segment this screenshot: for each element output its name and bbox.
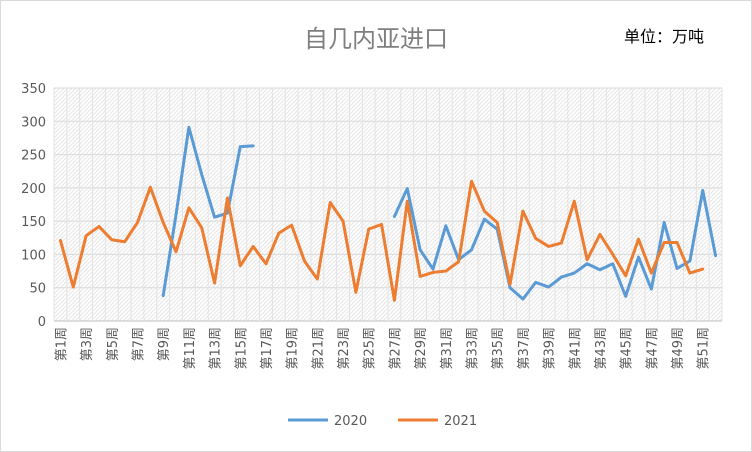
series-line-2021 <box>58 179 705 302</box>
x-tick-label: 第35周 <box>491 327 506 370</box>
y-axis-ticks: 0 50 100 150 200 250 300 350 <box>21 82 46 330</box>
series-line-2020 <box>161 125 718 301</box>
x-tick-label: 第47周 <box>645 327 660 370</box>
x-tick-label: 第3周 <box>80 327 95 361</box>
x-tick-label: 第9周 <box>157 327 172 361</box>
x-tick-label: 第43周 <box>594 327 609 370</box>
x-tick-label: 第13周 <box>209 327 224 370</box>
x-tick-label: 第1周 <box>54 327 69 361</box>
chart-title: 自几内亚进口 <box>304 25 448 53</box>
y-tick-label: 350 <box>21 82 46 97</box>
unit-label: 单位：万吨 <box>624 27 704 46</box>
x-tick-label: 第27周 <box>388 327 403 370</box>
x-tick-label: 第11周 <box>183 327 198 370</box>
y-tick-label: 250 <box>21 149 46 164</box>
x-tick-label: 第37周 <box>517 327 532 370</box>
y-tick-label: 200 <box>21 182 46 197</box>
x-tick-label: 第45周 <box>620 327 635 370</box>
x-tick-label: 第21周 <box>311 327 326 370</box>
series-lines <box>58 125 718 302</box>
y-tick-label: 100 <box>21 248 46 263</box>
legend-label-2021: 2021 <box>444 414 477 429</box>
x-tick-label: 第51周 <box>697 327 712 370</box>
x-tick-label: 第19周 <box>286 327 301 370</box>
y-tick-label: 150 <box>21 215 46 230</box>
x-tick-label: 第7周 <box>132 327 147 361</box>
x-tick-label: 第5周 <box>106 327 121 361</box>
y-tick-label: 50 <box>29 282 46 297</box>
x-tick-label: 第31周 <box>440 327 455 370</box>
y-tick-label: 300 <box>21 115 46 130</box>
x-tick-label: 第33周 <box>466 327 481 370</box>
y-tick-label: 0 <box>38 315 46 330</box>
x-tick-label: 第39周 <box>543 327 558 370</box>
legend-label-2020: 2020 <box>334 414 367 429</box>
x-tick-label: 第25周 <box>363 327 378 370</box>
x-tick-label: 第23周 <box>337 327 352 370</box>
x-tick-label: 第15周 <box>234 327 249 370</box>
x-tick-label: 第29周 <box>414 327 429 370</box>
x-tick-label: 第41周 <box>568 327 583 370</box>
x-tick-label: 第17周 <box>260 327 275 370</box>
x-axis-ticks: 第1周 第3周 第5周 第7周 第9周 第11周 第13周 第15周 第17周 第19周 第21周第… <box>54 327 711 370</box>
x-tick-label: 第49周 <box>671 327 686 370</box>
legend: 2020 2021 <box>288 414 477 429</box>
